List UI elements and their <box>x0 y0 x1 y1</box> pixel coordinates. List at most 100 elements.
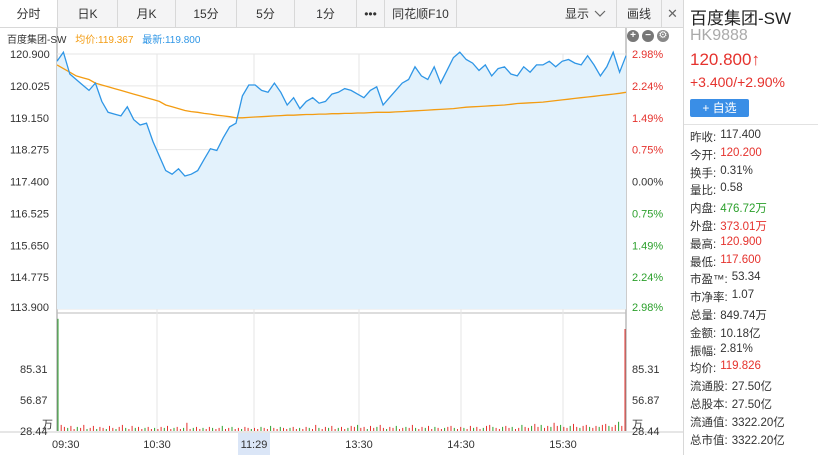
panel-divider <box>684 124 818 125</box>
stat-label: 振幅: <box>690 345 717 358</box>
volume-bar <box>341 426 342 431</box>
volume-bar <box>560 424 562 431</box>
display-dropdown[interactable]: 显示 <box>555 0 616 28</box>
volume-bar <box>128 429 130 431</box>
close-icon[interactable]: ✕ <box>661 0 683 28</box>
volume-bar <box>305 426 307 431</box>
volume-bar <box>150 429 152 431</box>
volume-bar <box>495 427 497 431</box>
intraday-chart[interactable]: 120.900 2.98% 120.025 2.24% 119.150 1.49% 118.… <box>0 28 683 455</box>
volume-bar <box>408 427 410 431</box>
volume-bar <box>595 425 597 431</box>
price-tick-label: 120.025 <box>10 81 50 93</box>
stat-label: 外盘: <box>690 220 717 233</box>
stock-info-panel: 百度集团-SW HK9888 120.800↑ +3.400/+2.90% + … <box>683 0 818 455</box>
volume-bar <box>167 425 168 431</box>
stat-value: 3322.20亿 <box>731 416 785 429</box>
volume-bar <box>63 426 65 431</box>
volume-bar <box>505 425 507 431</box>
volume-bar <box>424 427 426 431</box>
volume-bar <box>379 424 381 431</box>
volume-bar <box>112 427 114 431</box>
volume-bar <box>366 429 368 431</box>
draw-line-button[interactable]: 画线 <box>615 0 661 28</box>
volume-bar <box>186 422 188 431</box>
gear-icon[interactable]: ⚙ <box>657 30 669 42</box>
chart-toolbar: 分时 日K 月K 15分 5分 1分 ••• 同花顺F10 显示 画线 ✕ <box>0 0 683 28</box>
volume-bar <box>618 421 620 431</box>
chart-area[interactable]: 120.900 2.98% 120.025 2.24% 119.150 1.49% 118.… <box>0 28 683 455</box>
zoom-out-icon[interactable]: − <box>642 30 654 42</box>
volume-bar <box>389 426 391 431</box>
stat-row: 换手: 0.31% <box>690 165 818 183</box>
tab-daily-k[interactable]: 日K <box>58 0 118 27</box>
toolbar-right: 显示 画线 ✕ <box>555 0 683 28</box>
volume-bar <box>492 426 494 431</box>
volume-bar <box>321 429 323 431</box>
chart-legend: 百度集团-SW 均价:119.367 最新:119.800 <box>7 31 200 46</box>
volume-bar <box>86 429 88 431</box>
volume-bar <box>553 422 555 431</box>
volume-bar <box>482 427 484 431</box>
volume-bar <box>540 424 542 431</box>
volume-bar <box>157 429 159 431</box>
volume-bar <box>121 424 123 431</box>
volume-bar <box>244 426 246 431</box>
tab-intraday[interactable]: 分时 <box>0 0 58 27</box>
more-tabs-button[interactable]: ••• <box>357 0 385 27</box>
tab-f10[interactable]: 同花顺F10 <box>385 0 457 27</box>
legend-latest-price: 最新:119.800 <box>142 35 201 46</box>
tab-5min[interactable]: 5分 <box>237 0 295 27</box>
stat-label: 总量: <box>690 309 717 322</box>
stat-row: 金额: 10.18亿 <box>690 325 818 343</box>
volume-tick-label: 85.31 <box>632 364 660 376</box>
volume-bar <box>402 427 404 431</box>
volume-bar <box>450 425 452 431</box>
volume-bar <box>431 429 433 431</box>
volume-bar <box>99 426 101 431</box>
stat-row: 最低: 117.600 <box>690 254 818 272</box>
volume-bar <box>302 429 304 431</box>
pct-tick-label: 0.00% <box>632 177 663 189</box>
volume-bar <box>270 425 272 431</box>
stat-row: 总市值: 3322.20亿 <box>690 432 818 450</box>
stat-label: 流通股: <box>690 381 728 394</box>
volume-bar <box>518 427 520 431</box>
stat-value: 1.07 <box>731 289 755 302</box>
legend-stock-name: 百度集团-SW <box>7 35 67 46</box>
zoom-in-icon[interactable]: + <box>627 30 639 42</box>
volume-bar <box>60 424 62 431</box>
stat-value: 27.50亿 <box>731 398 772 411</box>
time-tick-label: 11:29 <box>241 439 268 451</box>
volume-bar <box>292 426 294 431</box>
price-area-fill <box>57 52 626 309</box>
volume-bar <box>566 427 568 431</box>
volume-bar <box>498 429 500 431</box>
volume-bar <box>279 426 281 431</box>
volume-bar <box>611 426 613 431</box>
volume-bar <box>515 429 516 431</box>
volume-bar <box>212 427 214 431</box>
volume-bar <box>202 427 204 431</box>
volume-bar <box>221 425 223 431</box>
volume-bar <box>469 425 471 431</box>
volume-bar <box>569 425 571 431</box>
volume-bar <box>582 425 584 431</box>
volume-bar <box>138 426 139 431</box>
stat-value: 373.01万 <box>720 220 767 233</box>
price-tick-label: 119.150 <box>10 113 49 125</box>
volume-bar <box>283 427 284 431</box>
stat-row: 今开: 120.200 <box>690 147 818 165</box>
tab-1min[interactable]: 1分 <box>295 0 357 27</box>
volume-bar <box>444 427 446 431</box>
tab-monthly-k[interactable]: 月K <box>118 0 176 27</box>
volume-bar <box>273 427 275 431</box>
tab-15min[interactable]: 15分 <box>176 0 237 27</box>
add-watchlist-button[interactable]: + 自选 <box>690 99 749 117</box>
volume-bar <box>192 427 194 431</box>
volume-bar <box>473 427 475 431</box>
stock-price: 120.800↑ <box>690 50 760 69</box>
stat-label: 量比: <box>690 185 717 198</box>
volume-bar <box>289 427 291 431</box>
